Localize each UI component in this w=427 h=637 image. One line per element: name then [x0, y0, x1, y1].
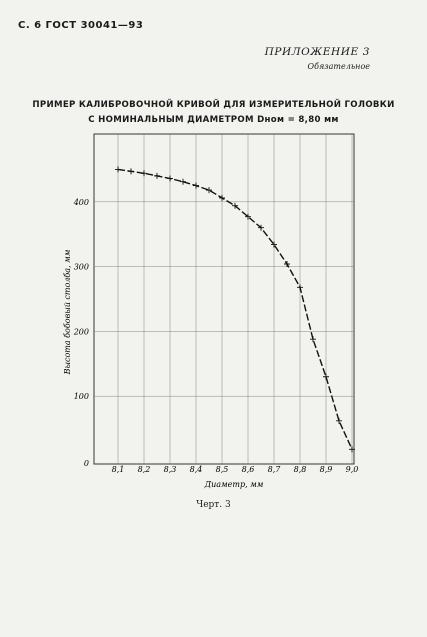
data-point-marker: [180, 178, 186, 185]
x-tick-label: 8,6: [242, 465, 255, 474]
data-point-marker: [271, 241, 277, 248]
data-point-marker: [219, 194, 225, 201]
y-axis-label: Высота бобовый столба, мм: [63, 249, 72, 375]
data-point-marker: [193, 182, 199, 189]
plot-frame: [93, 133, 355, 465]
chart-title-line-2: С НОМИНАЛЬНЫМ ДИАМЕТРОМ Dном = 8,80 мм: [88, 115, 339, 125]
x-tick-label: 8,3: [164, 465, 177, 474]
data-point-marker: [284, 261, 290, 268]
x-tick-label: 8,7: [268, 465, 282, 474]
x-tick-label: 8,1: [112, 465, 125, 474]
data-point-marker: [310, 336, 316, 343]
y-tick-label: 300: [74, 263, 89, 272]
data-point-marker: [258, 224, 264, 231]
y-tick-labels: 100 200 300 400 0: [73, 198, 89, 468]
appendix-status: Обязательное: [307, 62, 370, 71]
data-point-marker: [336, 417, 342, 424]
figure-caption: Черт. 3: [196, 500, 231, 510]
x-tick-label: 9,0: [346, 465, 359, 474]
x-tick-label: 8,8: [294, 465, 307, 474]
appendix-title: ПРИЛОЖЕНИЕ 3: [264, 46, 370, 58]
y-tick-label: 200: [73, 327, 89, 336]
x-tick-labels: 8,1 8,2 8,3 8,4 8,5 8,6 8,7 8,8 8,9 9,0: [112, 465, 359, 474]
x-axis-label: Диаметр, мм: [204, 480, 264, 489]
data-point-marker: [206, 187, 212, 194]
data-markers: [115, 166, 355, 453]
calibration-curve: [117, 168, 353, 450]
data-point-marker: [141, 170, 147, 177]
chart-title-line-1: ПРИМЕР КАЛИБРОВОЧНОЙ КРИВОЙ ДЛЯ ИЗМЕРИТЕ…: [32, 100, 395, 110]
appendix-block: ПРИЛОЖЕНИЕ 3 Обязательное: [265, 46, 370, 71]
data-point-marker: [323, 373, 329, 380]
data-point-marker: [154, 172, 160, 179]
data-point-marker: [245, 213, 251, 220]
data-point-marker: [232, 202, 238, 209]
x-tick-label: 8,5: [216, 465, 229, 474]
data-point-marker: [167, 175, 173, 182]
y-tick-label: 400: [73, 198, 89, 207]
chart-title: ПРИМЕР КАЛИБРОВОЧНОЙ КРИВОЙ ДЛЯ ИЗМЕРИТЕ…: [0, 98, 427, 128]
data-point-marker: [115, 166, 121, 173]
x-tick-label: 8,2: [138, 465, 151, 474]
data-point-marker: [297, 284, 303, 291]
data-point-marker: [349, 446, 355, 453]
grid: [94, 134, 354, 464]
y-tick-label: 0: [84, 459, 89, 468]
page-header: С. 6 ГОСТ 30041—93: [18, 20, 144, 31]
x-tick-label: 8,9: [320, 465, 333, 474]
y-tick-label: 100: [74, 392, 89, 401]
data-point-marker: [128, 168, 134, 175]
x-tick-label: 8,4: [190, 465, 203, 474]
